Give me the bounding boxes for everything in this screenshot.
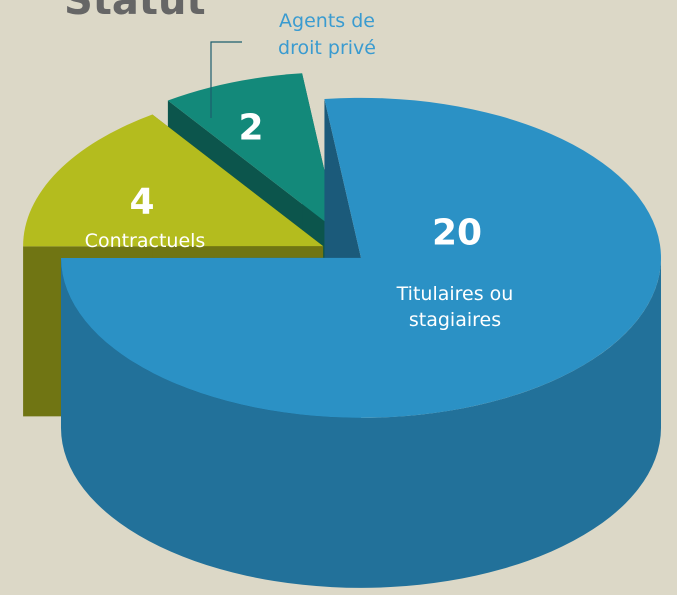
pie-slice	[60, 97, 661, 418]
category-label: Titulaires ou stagiaires	[396, 283, 514, 331]
value-label: 2	[238, 107, 264, 149]
category-label: Agents de droit privé	[278, 10, 376, 59]
category-label: Contractuels	[84, 230, 206, 252]
chart-title: Statut	[64, 0, 206, 24]
slice-wall	[60, 257, 661, 588]
value-label: 4	[129, 181, 155, 223]
value-label: 20	[431, 212, 483, 254]
leader-line	[210, 41, 242, 118]
pie-slice	[23, 114, 324, 247]
